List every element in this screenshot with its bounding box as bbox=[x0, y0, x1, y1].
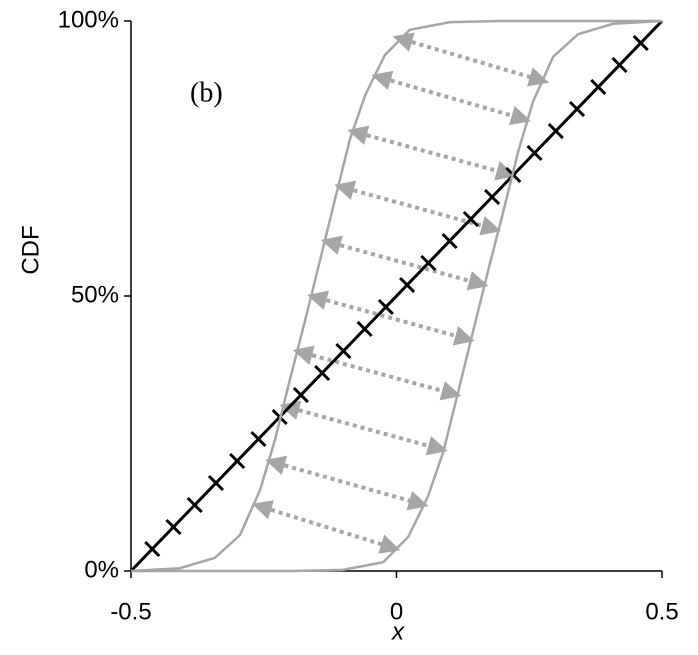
arrow bbox=[251, 500, 401, 554]
arrow bbox=[347, 125, 517, 181]
x-tick-label: 0.5 bbox=[645, 598, 678, 625]
point-marker bbox=[441, 232, 458, 250]
arrow bbox=[371, 70, 531, 126]
line-series bbox=[129, 19, 664, 573]
point-marker bbox=[335, 342, 352, 360]
point-marker bbox=[356, 320, 373, 338]
point-marker bbox=[420, 254, 437, 272]
point-marker bbox=[314, 364, 331, 382]
point-marker bbox=[632, 34, 649, 52]
y-tick-label: 50% bbox=[71, 281, 119, 308]
annotation: (b) bbox=[190, 77, 223, 108]
point-marker bbox=[229, 452, 246, 470]
point-marker bbox=[186, 496, 203, 514]
arrow bbox=[392, 32, 550, 87]
point-marker bbox=[144, 540, 161, 558]
point-marker bbox=[462, 210, 479, 228]
arrow bbox=[334, 180, 502, 236]
x-axis-label: x bbox=[391, 618, 405, 645]
arrow bbox=[320, 235, 489, 291]
y-axis-label: CDF bbox=[17, 225, 44, 274]
point-marker bbox=[526, 144, 543, 162]
point-marker bbox=[377, 298, 394, 316]
point-marker bbox=[568, 100, 586, 118]
arrow bbox=[279, 400, 448, 456]
line-series bbox=[131, 19, 663, 573]
line-series bbox=[130, 19, 662, 573]
x-tick-label: 0 bbox=[390, 598, 403, 625]
point-marker bbox=[590, 78, 607, 96]
y-tick-label: 100% bbox=[58, 6, 119, 33]
point-marker bbox=[165, 518, 182, 536]
point-marker bbox=[611, 56, 628, 74]
point-marker bbox=[547, 122, 564, 140]
point-marker bbox=[207, 474, 225, 492]
point-marker bbox=[292, 386, 309, 404]
point-marker bbox=[250, 430, 267, 448]
arrow bbox=[265, 455, 429, 511]
point-marker bbox=[484, 188, 501, 206]
y-tick-label: 0% bbox=[84, 556, 119, 583]
point-marker bbox=[399, 276, 416, 294]
arrow bbox=[292, 345, 462, 401]
x-tick-label: -0.5 bbox=[110, 598, 151, 625]
arrow bbox=[307, 290, 475, 346]
